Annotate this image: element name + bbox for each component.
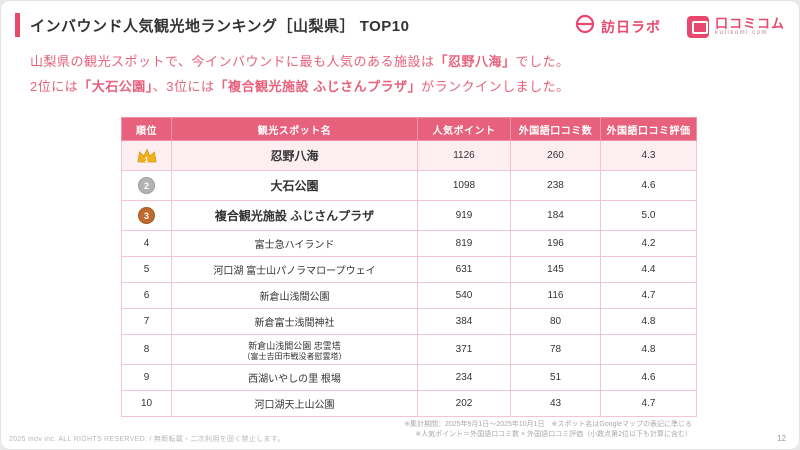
rank-cell: 4 — [121, 230, 172, 257]
rating-cell: 4.6 — [600, 364, 697, 391]
ranking-table: 順位 観光スポット名 人気ポイント 外国語口コミ数 外国語口コミ評価 1 忍野八… — [121, 117, 697, 417]
kutikomi-logo-text: 口コミコム — [714, 15, 785, 31]
table-row: 8 新倉山浅間公園 忠霊塔 （富士吉田市戦没者慰霊塔） 371 78 4.8 — [121, 334, 697, 365]
points-cell: 234 — [417, 364, 511, 391]
rank-cell: 9 — [121, 364, 172, 391]
table-row: 2 大石公園 1098 238 4.6 — [121, 170, 697, 201]
header: インバウンド人気観光地ランキング［山梨県］ TOP10 — [15, 13, 409, 37]
spot-name-cell: 河口湖天上山公園 — [171, 390, 418, 417]
spot-name-cell: 河口湖 富士山パノラマロープウェイ — [171, 256, 418, 283]
points-cell: 1126 — [417, 140, 511, 171]
spot-name-cell: 忍野八海 — [171, 140, 418, 171]
rank-cell: 1 — [121, 140, 172, 171]
rank-cell: 3 — [121, 200, 172, 231]
points-cell: 819 — [417, 230, 511, 257]
kutikomi-logo: 口コミコム kutikomi com — [686, 15, 785, 38]
reviews-cell: 238 — [510, 170, 601, 201]
points-cell: 202 — [417, 390, 511, 417]
points-cell: 919 — [417, 200, 511, 231]
reviews-cell: 116 — [510, 282, 601, 309]
spot-name-cell: 西湖いやしの里 根場 — [171, 364, 418, 391]
spot-name-sub: （富士吉田市戦没者慰霊塔） — [242, 351, 347, 361]
silver-rank-badge: 2 — [138, 177, 155, 194]
reviews-cell: 78 — [510, 334, 601, 365]
logo-area: 訪日ラボ 口コミコム kutikomi com — [575, 14, 785, 39]
reviews-cell: 51 — [510, 364, 601, 391]
rank-cell: 2 — [121, 170, 172, 201]
honichi-lab-logo: 訪日ラボ — [575, 14, 661, 39]
rank-cell: 7 — [121, 308, 172, 335]
kutikomi-logo-icon — [686, 15, 709, 38]
table-row: 5 河口湖 富士山パノラマロープウェイ 631 145 4.4 — [121, 256, 697, 283]
page-number: 12 — [777, 434, 786, 443]
points-cell: 384 — [417, 308, 511, 335]
table-row: 9 西湖いやしの里 根場 234 51 4.6 — [121, 364, 697, 391]
title-accent-bar — [15, 13, 20, 37]
rating-cell: 4.8 — [600, 308, 697, 335]
table-row: 6 新倉山浅間公園 540 116 4.7 — [121, 282, 697, 309]
footnote-line-2: ※人気ポイント＝外国語口コミ数 × 外国語口コミ評価（小数点第2位以下も計算に含… — [415, 431, 692, 438]
honichi-lab-logo-text: 訪日ラボ — [600, 18, 661, 35]
reviews-cell: 184 — [510, 200, 601, 231]
col-header-rating: 外国語口コミ評価 — [600, 117, 697, 141]
intro-line-2: 2位には「大石公園」、3位には「複合観光施設 ふじさんプラザ」がランクインしまし… — [30, 79, 570, 94]
top1-spot-name: 「忍野八海」 — [434, 54, 516, 69]
intro-line-1: 山梨県の観光スポットで、今インバウンドに最も人気のある施設は「忍野八海」でした。 — [30, 54, 570, 69]
page-title: インバウンド人気観光地ランキング［山梨県］ TOP10 — [30, 17, 410, 35]
kutikomi-logo-texts: 口コミコム kutikomi com — [714, 15, 785, 37]
rating-cell: 4.7 — [600, 282, 697, 309]
table-row: 1 忍野八海 1126 260 4.3 — [121, 140, 697, 171]
reviews-cell: 260 — [510, 140, 601, 171]
rating-cell: 4.4 — [600, 256, 697, 283]
rank-cell: 10 — [121, 390, 172, 417]
reviews-cell: 145 — [510, 256, 601, 283]
points-cell: 371 — [417, 334, 511, 365]
table-header-row: 順位 観光スポット名 人気ポイント 外国語口コミ数 外国語口コミ評価 — [121, 117, 697, 141]
spot-name-cell: 新倉富士浅間神社 — [171, 308, 418, 335]
spot-name-cell: 新倉山浅間公園 — [171, 282, 418, 309]
points-cell: 540 — [417, 282, 511, 309]
rating-cell: 4.6 — [600, 170, 697, 201]
copyright-text: 2025 mov inc. ALL RIGHTS RESERVED. / 無断転… — [9, 436, 285, 443]
spot-name-cell: 新倉山浅間公園 忠霊塔 （富士吉田市戦没者慰霊塔） — [171, 334, 418, 365]
footnote-line-1: ※集計期間：2025年9月1日～2025年10月1日 ※スポット名はGoogle… — [404, 421, 692, 428]
honichi-lab-logo-icon — [575, 14, 595, 39]
points-cell: 1098 — [417, 170, 511, 201]
rank-cell: 6 — [121, 282, 172, 309]
col-header-rank: 順位 — [121, 117, 172, 141]
rating-cell: 4.7 — [600, 390, 697, 417]
rating-cell: 4.2 — [600, 230, 697, 257]
top3-spot-name: 「複合観光施設 ふじさんプラザ」 — [214, 79, 422, 94]
table-row: 10 河口湖天上山公園 202 43 4.7 — [121, 390, 697, 417]
rating-cell: 4.8 — [600, 334, 697, 365]
reviews-cell: 80 — [510, 308, 601, 335]
rank-cell: 8 — [121, 334, 172, 365]
spot-name-main: 新倉山浅間公園 忠霊塔 — [248, 340, 341, 351]
spot-name-cell: 富士急ハイランド — [171, 230, 418, 257]
reviews-cell: 196 — [510, 230, 601, 257]
footnotes: ※集計期間：2025年9月1日～2025年10月1日 ※スポット名はGoogle… — [404, 420, 692, 440]
top2-spot-name: 「大石公園」 — [78, 79, 153, 94]
rank-cell: 5 — [121, 256, 172, 283]
reviews-cell: 43 — [510, 390, 601, 417]
col-header-review-count: 外国語口コミ数 — [510, 117, 601, 141]
rating-cell: 5.0 — [600, 200, 697, 231]
gold-crown-icon: 1 — [135, 147, 159, 165]
spot-name-cell: 大石公園 — [171, 170, 418, 201]
spot-name-cell: 複合観光施設 ふじさんプラザ — [171, 200, 418, 231]
intro-text: 山梨県の観光スポットで、今インバウンドに最も人気のある施設は「忍野八海」でした。… — [30, 49, 570, 99]
col-header-spot-name: 観光スポット名 — [171, 117, 418, 141]
table-row: 4 富士急ハイランド 819 196 4.2 — [121, 230, 697, 257]
table-row: 7 新倉富士浅間神社 384 80 4.8 — [121, 308, 697, 335]
col-header-points: 人気ポイント — [417, 117, 511, 141]
rating-cell: 4.3 — [600, 140, 697, 171]
bronze-rank-badge: 3 — [138, 207, 155, 224]
kutikomi-logo-subtext: kutikomi com — [714, 30, 768, 37]
points-cell: 631 — [417, 256, 511, 283]
table-row: 3 複合観光施設 ふじさんプラザ 919 184 5.0 — [121, 200, 697, 231]
